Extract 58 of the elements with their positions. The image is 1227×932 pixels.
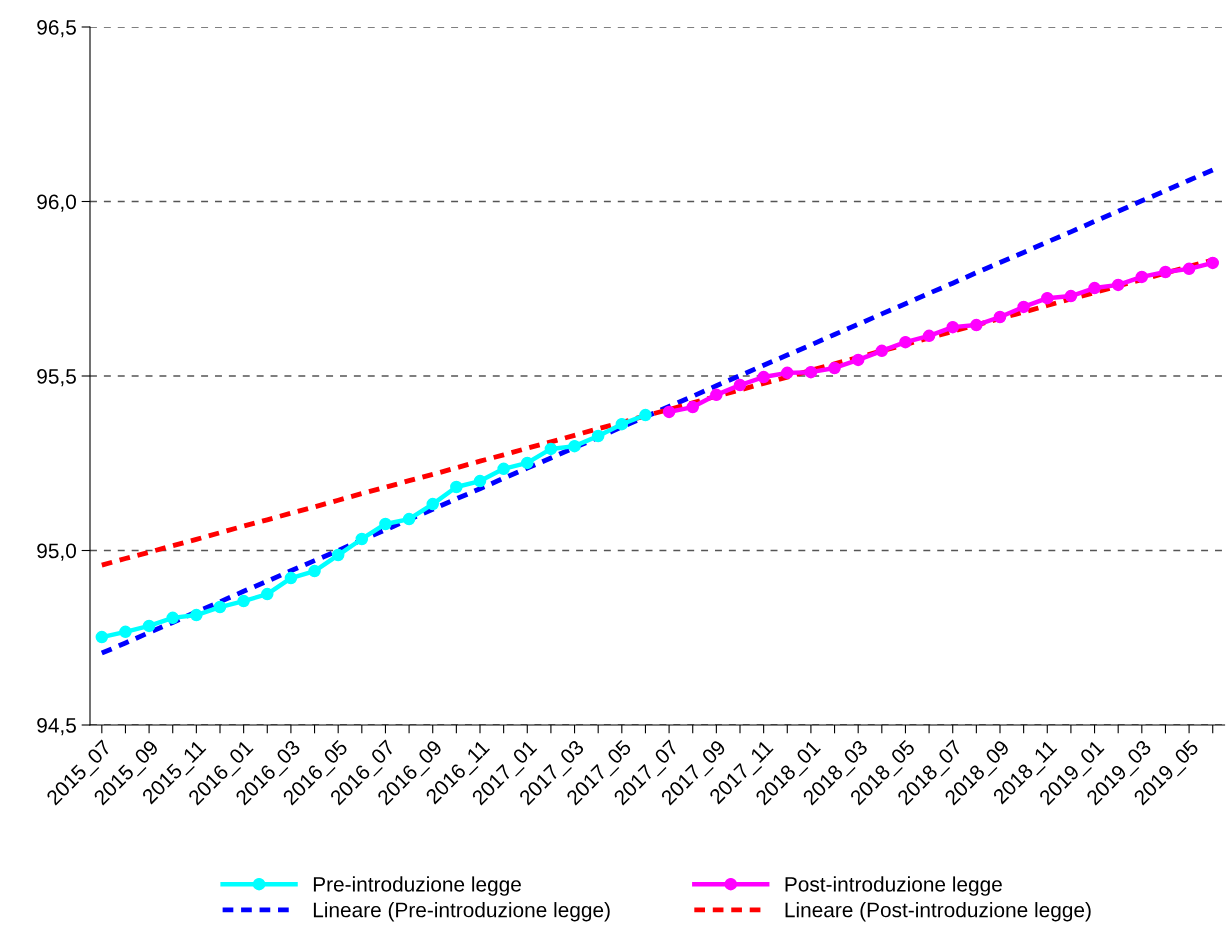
- point: [331, 548, 345, 562]
- legend-label: Pre-introduzione legge: [313, 876, 521, 896]
- point: [450, 480, 463, 494]
- y-tick-label: 96,5: [37, 20, 76, 38]
- point: [426, 497, 439, 511]
- point: [142, 619, 156, 633]
- point: [946, 320, 959, 334]
- point: [1017, 300, 1030, 314]
- point: [1088, 281, 1101, 295]
- point: [710, 388, 723, 402]
- point: [1182, 262, 1196, 276]
- point: [568, 439, 581, 453]
- point: [662, 405, 676, 419]
- point: [851, 353, 865, 367]
- point: [473, 474, 487, 488]
- point: [95, 630, 109, 644]
- point: [402, 512, 416, 526]
- point: [828, 361, 841, 375]
- legend-label: Lineare (Pre-introduzione legge): [313, 902, 610, 922]
- point: [875, 344, 889, 358]
- point: [261, 587, 274, 601]
- point: [922, 329, 936, 343]
- point: [970, 318, 983, 332]
- point: [544, 442, 558, 456]
- point: [284, 571, 298, 585]
- point: [237, 594, 250, 608]
- legend-label: Post-introduzione legge: [785, 876, 1002, 896]
- point: [686, 400, 699, 414]
- point: [379, 517, 392, 531]
- point: [213, 600, 227, 614]
- point: [119, 625, 132, 639]
- point: [1159, 265, 1172, 279]
- y-tick-label: 96,0: [37, 194, 76, 212]
- point: [497, 462, 510, 476]
- line-series: [99, 167, 1216, 656]
- point: [733, 378, 747, 392]
- point: [355, 532, 369, 546]
- point: [521, 456, 534, 470]
- y-tick-label: 95,0: [37, 543, 76, 561]
- point: [804, 365, 818, 379]
- y-tick-label: 95,5: [37, 369, 76, 387]
- point: [308, 564, 321, 578]
- point: [615, 417, 629, 431]
- point: [1206, 256, 1219, 270]
- point: [166, 611, 179, 625]
- point: [757, 370, 770, 384]
- point: [993, 310, 1007, 324]
- point: [899, 335, 912, 349]
- legend-label: Lineare (Post-introduzione legge): [785, 902, 1091, 922]
- point: [591, 429, 605, 443]
- point: [781, 366, 794, 380]
- point: [1135, 270, 1149, 284]
- point: [1111, 278, 1125, 292]
- y-tick-label: 94,5: [37, 718, 76, 736]
- point: [1064, 289, 1078, 303]
- point: [639, 408, 652, 422]
- point: [1041, 291, 1054, 305]
- point: [190, 608, 203, 622]
